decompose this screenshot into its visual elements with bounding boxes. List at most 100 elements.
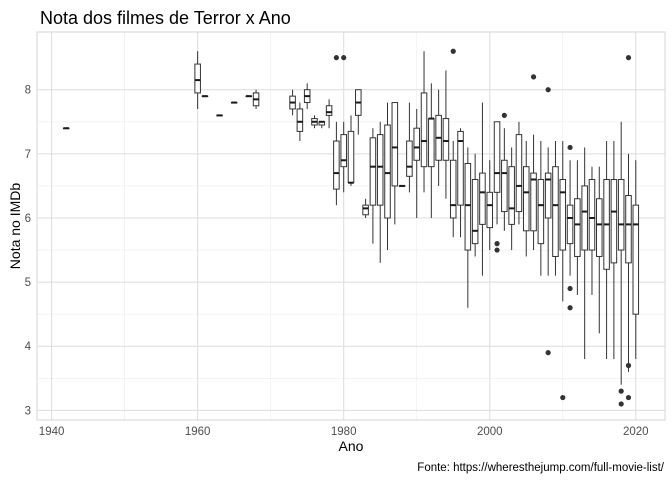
outlier-point — [567, 144, 573, 151]
box-2015 — [596, 166, 603, 334]
box-1965 — [230, 101, 238, 104]
box-2007 — [537, 141, 545, 276]
box-1989 — [406, 102, 413, 193]
plot-panel — [36, 31, 666, 421]
box-1963 — [216, 114, 223, 117]
box-1991 — [420, 51, 428, 193]
outlier-point — [618, 401, 624, 407]
outlier-point — [530, 74, 537, 80]
box-2013 — [581, 147, 588, 360]
x-tick-label: 2000 — [477, 426, 503, 438]
box-1967 — [245, 95, 253, 98]
box-body — [522, 166, 530, 232]
box-body — [588, 179, 596, 251]
box-body — [194, 63, 201, 94]
box-1973 — [289, 89, 296, 116]
box-1960 — [194, 51, 201, 109]
box-body — [479, 172, 486, 225]
box-2018 — [617, 121, 625, 407]
box-2002 — [501, 112, 508, 231]
box-body — [406, 140, 413, 177]
box-body — [442, 118, 450, 161]
box-body — [581, 185, 588, 251]
outlier-point — [625, 394, 632, 401]
y-tick-label: 4 — [25, 341, 32, 353]
box-body — [391, 102, 399, 187]
x-tick-label: 1940 — [39, 426, 65, 438]
box-body — [566, 204, 574, 245]
box-2004 — [515, 121, 523, 225]
box-body — [530, 172, 537, 232]
box-1983 — [362, 198, 369, 218]
box-body — [559, 179, 567, 251]
box-1981 — [347, 115, 355, 186]
x-tick-label: 2020 — [623, 426, 649, 438]
box-2010 — [559, 141, 567, 401]
box-body — [449, 159, 457, 219]
box-body — [420, 92, 428, 168]
box-body — [596, 198, 603, 257]
box-body — [457, 130, 464, 206]
box-1986 — [384, 102, 391, 251]
outlier-point — [567, 305, 573, 311]
box-1987 — [391, 102, 399, 225]
chart-title: Nota dos filmes de Terror x Ano — [40, 8, 291, 28]
box-2020 — [632, 160, 640, 360]
box-1980 — [340, 55, 347, 193]
box-body — [501, 159, 508, 213]
box-2009 — [552, 141, 559, 276]
tick-labels: 3 4 5 6 7 8 1940 1960 1980 2000 2020 — [25, 85, 649, 438]
outlier-point — [625, 362, 632, 369]
outlier-point — [494, 247, 500, 253]
box-1976 — [311, 115, 318, 129]
box-1979 — [333, 55, 340, 206]
box-body — [369, 137, 377, 206]
box-1985 — [376, 121, 384, 263]
outlier-point — [494, 241, 500, 247]
box-2016 — [603, 141, 610, 360]
box-body — [325, 105, 333, 116]
box-2019 — [625, 55, 632, 401]
box-body — [464, 162, 472, 251]
box-body — [471, 179, 479, 245]
y-tick-label: 5 — [25, 277, 31, 289]
box-body — [428, 118, 435, 168]
outlier-point — [341, 55, 347, 61]
box-1992 — [428, 83, 435, 218]
box-series — [62, 48, 640, 407]
box-body — [610, 179, 618, 264]
box-body — [376, 134, 384, 206]
box-2003 — [508, 147, 515, 251]
box-1993 — [435, 89, 442, 186]
box-1996 — [457, 128, 464, 238]
x-axis-title: Ano — [339, 438, 364, 454]
box-body — [296, 108, 304, 132]
box-2005 — [522, 141, 530, 257]
outlier-point — [333, 55, 339, 61]
box-1999 — [479, 102, 486, 276]
outlier-point — [560, 394, 566, 401]
source-caption: Fonte: https://wheresthejump.com/full-mo… — [417, 462, 665, 474]
box-1961 — [201, 95, 209, 98]
box-1942 — [62, 127, 70, 130]
box-body — [544, 172, 552, 219]
outlier-point — [450, 48, 456, 54]
box-1997 — [464, 147, 472, 308]
box-1977 — [318, 120, 326, 129]
box-body — [574, 198, 581, 257]
box-body — [617, 179, 625, 251]
box-body — [333, 140, 340, 190]
outlier-point — [625, 55, 632, 61]
outlier-point — [618, 388, 624, 394]
box-body — [347, 130, 355, 184]
box-body — [552, 166, 559, 257]
box-body — [340, 134, 347, 168]
box-body — [625, 195, 632, 264]
box-2017 — [610, 141, 618, 360]
box-1974 — [296, 102, 304, 142]
y-tick-label: 6 — [25, 213, 31, 225]
box-body — [537, 179, 545, 245]
box-body — [486, 191, 494, 229]
box-1995 — [449, 48, 457, 238]
